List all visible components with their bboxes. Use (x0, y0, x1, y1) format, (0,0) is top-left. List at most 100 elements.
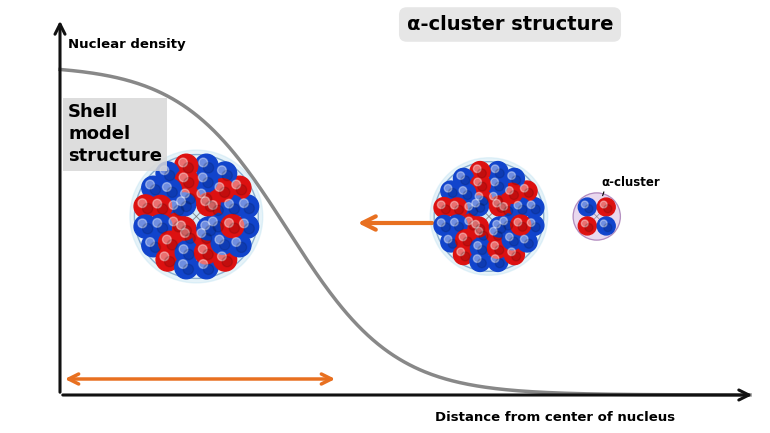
Circle shape (493, 200, 500, 207)
Circle shape (479, 231, 488, 240)
Circle shape (203, 163, 214, 173)
Circle shape (514, 218, 522, 226)
Circle shape (487, 175, 507, 195)
Circle shape (176, 169, 198, 192)
Circle shape (195, 241, 217, 264)
Circle shape (479, 196, 488, 205)
Circle shape (578, 217, 596, 235)
Circle shape (470, 238, 490, 258)
Circle shape (601, 201, 607, 208)
Circle shape (477, 259, 487, 268)
Circle shape (181, 226, 192, 236)
Circle shape (517, 232, 537, 252)
Circle shape (430, 158, 547, 275)
Circle shape (169, 201, 178, 210)
Text: Nuclear density: Nuclear density (68, 38, 186, 51)
Circle shape (130, 150, 263, 283)
Circle shape (454, 222, 464, 231)
Circle shape (185, 233, 196, 243)
Circle shape (157, 204, 168, 214)
Circle shape (149, 215, 172, 238)
Circle shape (179, 260, 187, 268)
Circle shape (456, 183, 476, 203)
Circle shape (215, 183, 224, 191)
Circle shape (181, 229, 189, 237)
Circle shape (447, 198, 467, 218)
Circle shape (149, 195, 172, 218)
Circle shape (232, 238, 240, 246)
Circle shape (486, 224, 506, 244)
Circle shape (507, 172, 515, 179)
Circle shape (179, 158, 187, 167)
Circle shape (211, 179, 234, 202)
Circle shape (502, 183, 522, 203)
Circle shape (524, 197, 544, 217)
Circle shape (197, 193, 220, 216)
Text: Shell
model
structure: Shell model structure (68, 103, 162, 165)
Circle shape (517, 181, 537, 201)
Circle shape (195, 169, 217, 192)
Circle shape (487, 238, 507, 258)
Circle shape (486, 189, 506, 209)
Circle shape (497, 214, 517, 234)
Circle shape (506, 233, 513, 241)
Circle shape (497, 224, 506, 233)
Circle shape (153, 199, 162, 208)
Circle shape (441, 232, 461, 252)
Circle shape (159, 179, 182, 202)
Circle shape (213, 162, 236, 185)
Circle shape (173, 222, 184, 232)
Circle shape (179, 245, 188, 254)
Circle shape (502, 230, 522, 250)
Circle shape (150, 184, 160, 195)
Circle shape (156, 162, 179, 185)
Circle shape (465, 203, 473, 210)
Circle shape (601, 220, 607, 227)
Circle shape (185, 194, 196, 204)
Circle shape (239, 219, 248, 228)
Circle shape (460, 252, 470, 261)
Circle shape (456, 230, 476, 250)
Circle shape (598, 217, 615, 235)
Circle shape (209, 201, 217, 210)
Circle shape (134, 215, 157, 238)
Circle shape (176, 185, 199, 208)
Circle shape (150, 242, 160, 252)
Circle shape (459, 187, 467, 194)
Circle shape (193, 225, 216, 248)
Circle shape (441, 181, 461, 201)
Circle shape (450, 201, 458, 209)
Circle shape (244, 203, 254, 213)
Circle shape (521, 184, 528, 192)
Circle shape (500, 217, 507, 225)
Circle shape (181, 189, 189, 198)
Circle shape (476, 224, 485, 233)
Circle shape (236, 195, 259, 218)
Circle shape (521, 236, 528, 243)
Circle shape (454, 245, 474, 265)
Circle shape (206, 201, 216, 212)
Circle shape (173, 205, 184, 216)
Circle shape (195, 256, 218, 279)
Circle shape (585, 205, 593, 213)
Circle shape (450, 218, 458, 226)
Circle shape (444, 184, 452, 192)
Circle shape (228, 234, 251, 257)
Circle shape (604, 205, 612, 213)
Circle shape (176, 197, 186, 206)
Circle shape (203, 264, 214, 275)
Circle shape (202, 233, 212, 243)
Circle shape (469, 221, 477, 230)
Circle shape (448, 188, 457, 197)
Circle shape (461, 199, 481, 219)
Text: α-cluster structure: α-cluster structure (407, 15, 613, 34)
Circle shape (510, 191, 518, 200)
Circle shape (162, 235, 171, 244)
Circle shape (201, 197, 209, 206)
Circle shape (497, 199, 517, 219)
Circle shape (581, 201, 588, 208)
Circle shape (183, 163, 193, 173)
Circle shape (183, 264, 193, 275)
Circle shape (490, 196, 510, 216)
Circle shape (518, 205, 527, 214)
